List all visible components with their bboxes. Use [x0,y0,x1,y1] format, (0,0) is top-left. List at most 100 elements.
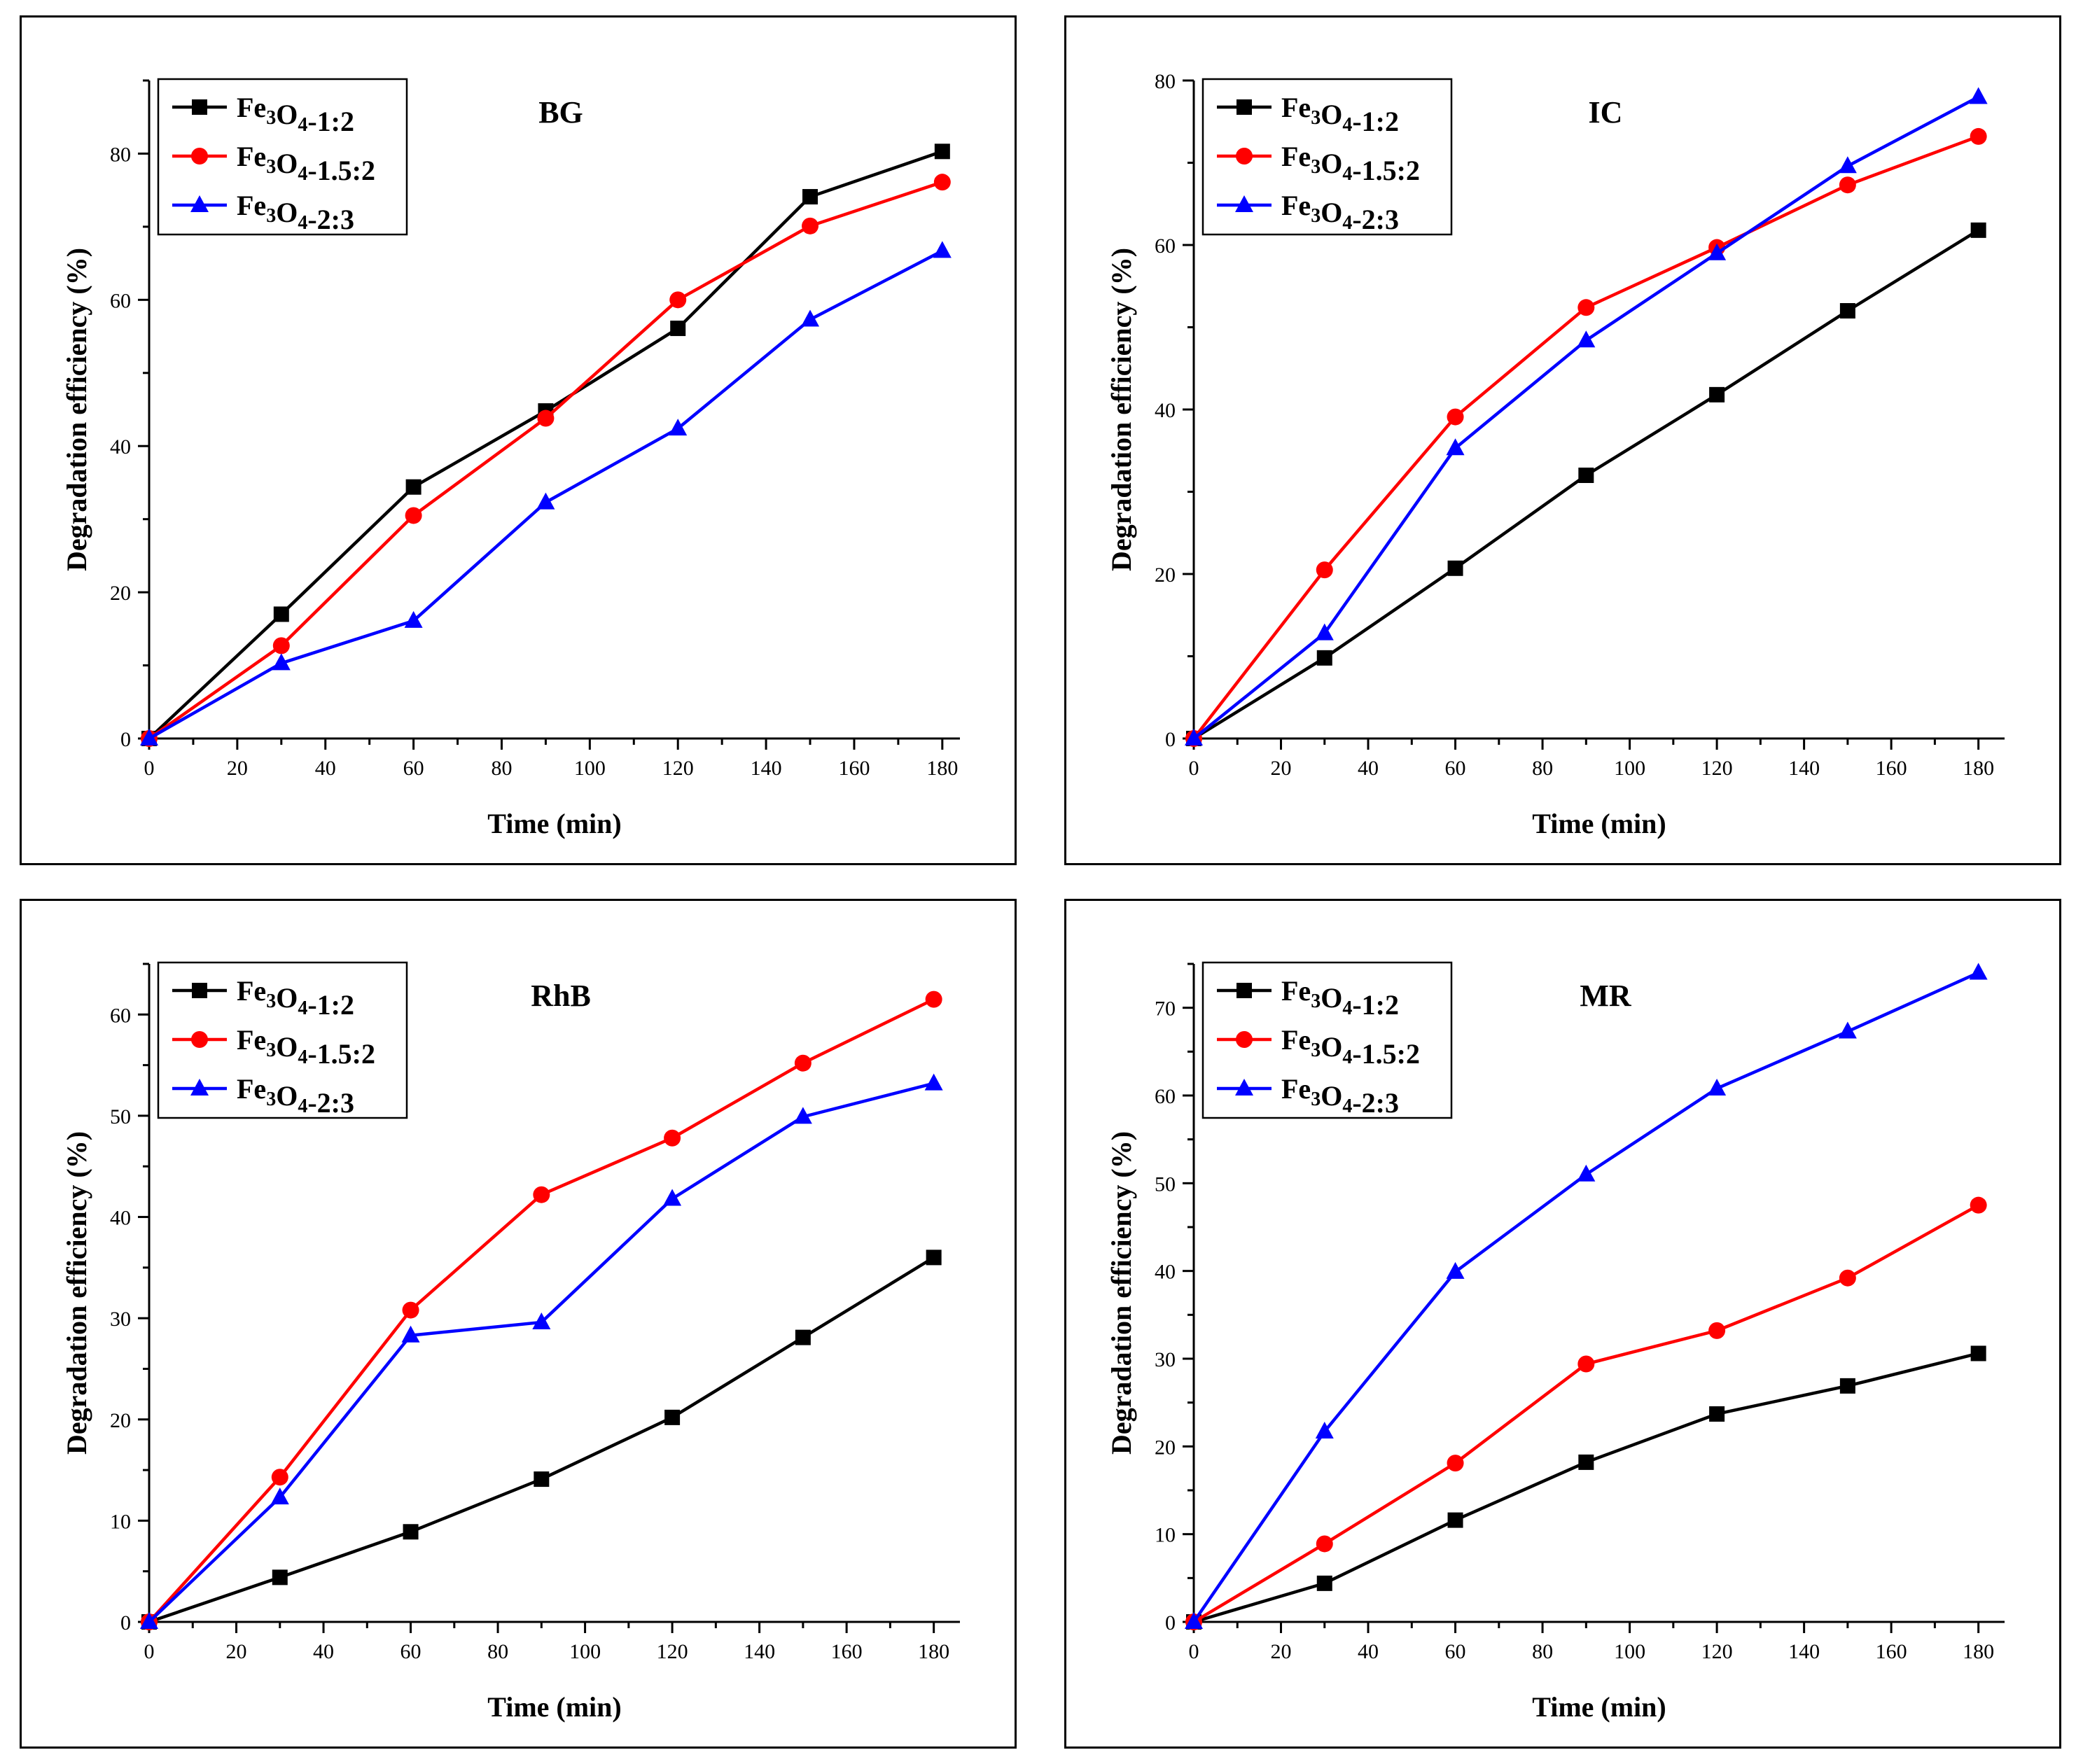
bg-x-tick-label: 80 [491,757,512,780]
rhb-y-tick-label: 0 [120,1611,131,1634]
bg-data-point [405,479,422,495]
ic-legend-label: Fe3O4-2:3 [1281,190,1399,235]
bg-legend-marker [192,99,207,115]
rhb-data-point [140,1612,158,1629]
rhb-data-point [663,1189,682,1206]
mr-x-tick-label: 80 [1532,1640,1553,1663]
rhb-data-point [403,1524,419,1540]
ic-legend-marker [1236,148,1253,164]
bg-legend-label: Fe3O4-1:2 [237,92,354,137]
mr-legend-marker [1235,1079,1253,1096]
ic-x-tick-label: 0 [1189,757,1199,780]
ic-x-tick-label: 20 [1271,757,1292,780]
rhb-data-point [926,1250,942,1266]
bg-x-tick-label: 60 [403,757,424,780]
mr-data-point [1447,1512,1463,1528]
bg-legend-marker [191,148,208,164]
ic-x-tick-label: 100 [1614,757,1645,780]
mr-legend-label: Fe3O4-1:2 [1281,975,1399,1021]
bg-x-tick-label: 0 [144,757,155,780]
ic-y-tick-label: 60 [1155,234,1176,258]
ic-x-tick-label: 60 [1445,757,1466,780]
ic-legend-marker [1236,99,1252,115]
mr-y-tick-label: 50 [1155,1172,1176,1196]
rhb-data-point [402,1301,419,1319]
mr-data-point [1446,1261,1465,1279]
bg-y-tick-label: 80 [110,143,131,166]
bg-series-line-2 [148,181,943,740]
bg-x-tick-label: 120 [662,757,694,780]
rhb-data-point [532,1312,551,1329]
rhb-data-point [795,1329,811,1345]
rhb-chart: 0 20 40 60 80 100 120 140 160 180 0 10 20 30 40 50 60 Tim… [61,961,960,1723]
ic-x-tick-label: 80 [1532,757,1553,780]
bg-x-tick-label: 160 [838,757,870,780]
ic-y-tick-label: 80 [1155,70,1176,93]
mr-y-tick-label: 60 [1155,1085,1176,1108]
ic-x-tick-label: 140 [1788,757,1820,780]
mr-data-point [1838,1021,1857,1039]
bg-legend-label: Fe3O4-2:3 [237,190,354,235]
ic-y-axis-title: Degradation efficiency (%) [1106,248,1137,571]
rhb-series-line-1 [148,1256,935,1624]
bg-data-point [802,217,819,234]
bg-data-point [272,637,290,654]
ic-data-point [1316,650,1332,666]
ic-x-axis-title: Time (min) [1532,808,1666,839]
rhb-y-tick-label: 30 [110,1308,131,1331]
bg-chart-panel: 0 20 40 60 80 100 120 140 160 180 0 20 40 60 80 Time (m… [20,15,1017,865]
mr-chart-panel: 0 20 40 60 80 100 120 140 160 180 0 10 20 30 40 50 60 70 T… [1064,899,2061,1749]
rhb-data-point [794,1054,811,1072]
bg-data-point [670,321,686,337]
bg-y-axis-title: Degradation efficiency (%) [61,248,92,571]
bg-data-point [536,492,555,510]
rhb-x-tick-label: 140 [744,1640,775,1663]
bg-y-tick-label: 0 [120,728,131,751]
ic-y-tick-label: 40 [1155,399,1176,422]
mr-data-point [1185,1612,1203,1629]
rhb-data-point [793,1107,812,1124]
mr-data-point [1578,1454,1594,1470]
ic-data-point [1839,303,1855,318]
bg-y-tick-label: 40 [110,435,131,458]
mr-x-axis-title: Time (min) [1532,1691,1666,1723]
mr-data-point [1969,962,1988,980]
ic-x-tick-label: 160 [1876,757,1907,780]
rhb-x-tick-label: 80 [487,1640,508,1663]
ic-data-point [1447,408,1464,426]
rhb-legend-label: Fe3O4-2:3 [237,1073,354,1119]
rhb-data-point [924,1073,943,1091]
ic-x-tick-label: 180 [1963,757,1994,780]
rhb-chart-panel: 0 20 40 60 80 100 120 140 160 180 0 10 20 30 40 50 60 Tim… [20,899,1017,1749]
bg-data-point [933,174,951,191]
rhb-y-axis-title: Degradation efficiency (%) [61,1131,92,1455]
bg-data-point [669,419,688,436]
bg-data-point [273,606,289,622]
ic-data-point [1185,729,1203,746]
ic-chart-title: IC [1589,95,1623,130]
rhb-legend-label: Fe3O4-1.5:2 [237,1024,375,1070]
rhb-data-point [270,1488,289,1505]
mr-data-point [1316,1535,1333,1553]
mr-x-tick-label: 180 [1963,1640,1994,1663]
rhb-x-tick-label: 20 [226,1640,247,1663]
mr-series-line-1 [1193,1352,1979,1624]
rhb-x-axis-title: Time (min) [487,1691,621,1723]
rhb-data-point [271,1469,288,1486]
bg-x-tick-label: 100 [574,757,606,780]
bg-data-point [669,291,687,309]
bg-y-tick-label: 60 [110,289,131,312]
rhb-legend-marker [191,1031,208,1048]
mr-data-point [1708,1322,1726,1339]
bg-legend-marker [190,195,209,212]
bg-data-point [140,729,158,746]
rhb-data-point [925,990,942,1008]
bg-x-axis-title: Time (min) [487,808,621,839]
rhb-x-tick-label: 60 [400,1640,422,1663]
rhb-legend-label: Fe3O4-1:2 [237,975,354,1021]
mr-x-tick-label: 40 [1358,1640,1379,1663]
mr-data-point [1709,1406,1725,1422]
ic-data-point [1577,330,1596,348]
bg-data-point [801,309,820,327]
